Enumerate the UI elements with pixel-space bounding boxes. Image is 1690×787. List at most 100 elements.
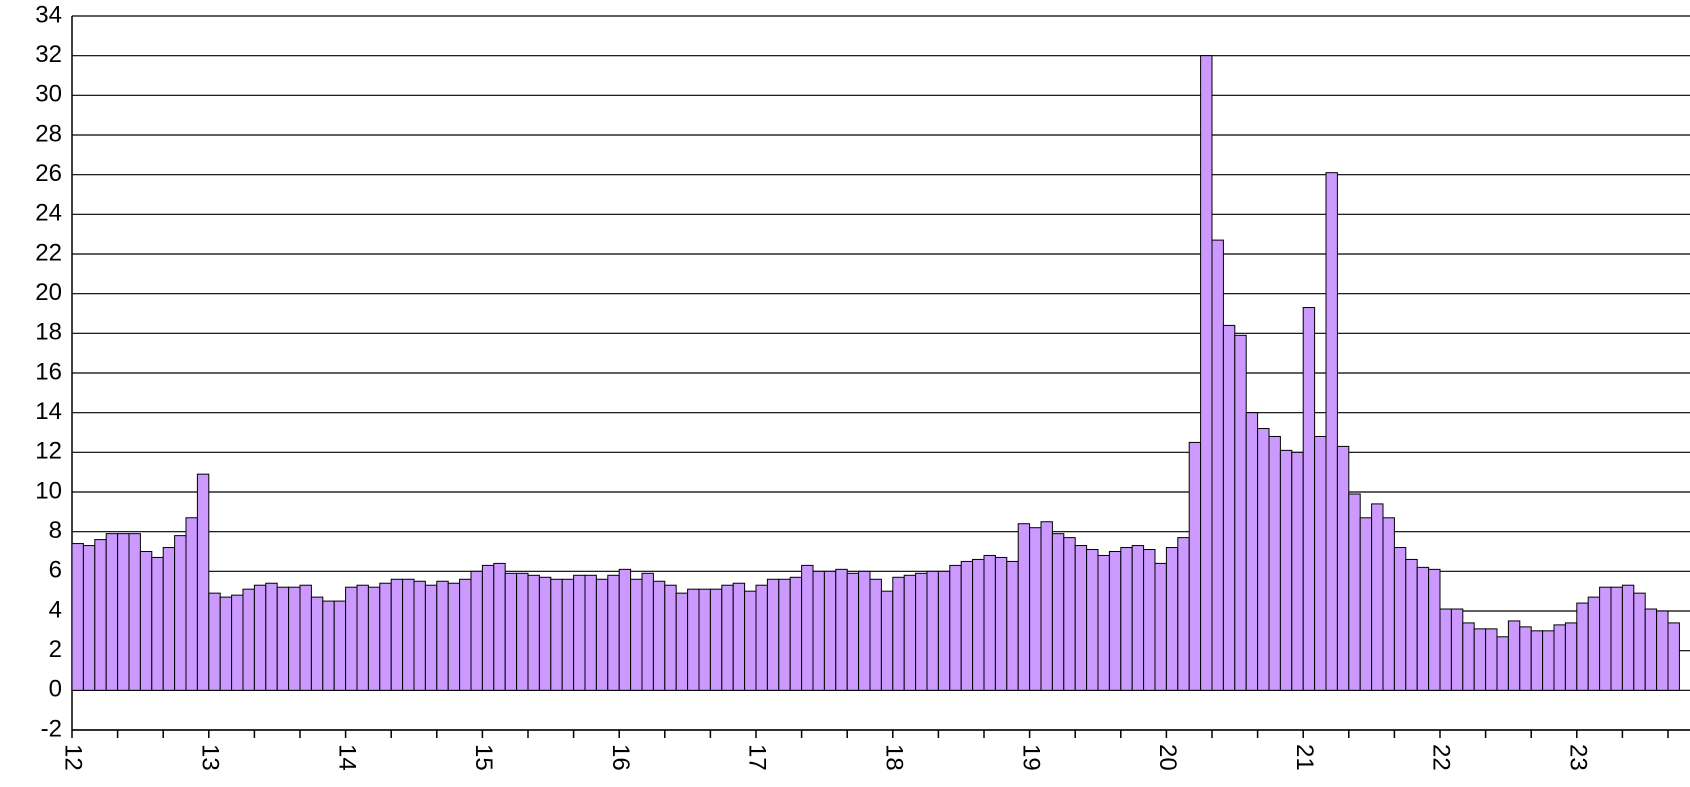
bar bbox=[1108, 551, 1122, 691]
bar bbox=[71, 543, 84, 691]
x-tick-label: 12 bbox=[60, 744, 87, 771]
y-tick-label: 6 bbox=[49, 557, 62, 584]
bar bbox=[915, 572, 928, 691]
bar bbox=[1257, 428, 1270, 691]
bar bbox=[1188, 441, 1202, 691]
bar bbox=[1200, 55, 1213, 691]
bar bbox=[561, 578, 575, 691]
bar bbox=[424, 584, 438, 691]
bar bbox=[573, 574, 586, 691]
bar bbox=[1473, 628, 1487, 691]
bar bbox=[1564, 622, 1578, 691]
bar bbox=[618, 568, 632, 691]
bar bbox=[1530, 630, 1544, 691]
bar bbox=[402, 578, 415, 691]
bar bbox=[1074, 545, 1088, 691]
bar bbox=[356, 584, 369, 691]
bar bbox=[1086, 549, 1099, 691]
bar bbox=[1462, 622, 1475, 691]
bar bbox=[1656, 610, 1669, 691]
bar bbox=[595, 578, 609, 691]
bar bbox=[858, 570, 871, 691]
bar bbox=[926, 570, 939, 691]
bar bbox=[174, 535, 187, 691]
bar bbox=[1633, 592, 1646, 691]
bar bbox=[1382, 517, 1395, 691]
y-tick-label: 16 bbox=[35, 358, 62, 385]
bar bbox=[379, 582, 392, 691]
bar bbox=[801, 564, 814, 691]
bar bbox=[390, 578, 404, 691]
y-tick-label: 24 bbox=[35, 200, 62, 227]
bar bbox=[732, 582, 746, 691]
bar bbox=[949, 564, 962, 691]
bar bbox=[322, 600, 335, 691]
bar bbox=[846, 572, 860, 691]
bar bbox=[333, 600, 347, 691]
bar bbox=[1450, 608, 1464, 691]
bar bbox=[1439, 608, 1452, 691]
bar bbox=[299, 584, 312, 691]
x-tick-label: 21 bbox=[1291, 744, 1318, 771]
bar bbox=[1621, 584, 1635, 691]
bar bbox=[493, 562, 506, 691]
bar bbox=[1485, 628, 1498, 691]
x-tick-label: 19 bbox=[1017, 744, 1044, 771]
bar bbox=[1006, 560, 1019, 691]
bar bbox=[219, 596, 233, 691]
x-tick-label: 20 bbox=[1154, 744, 1181, 771]
bar bbox=[459, 578, 472, 691]
bar bbox=[1519, 626, 1532, 691]
bar bbox=[1097, 554, 1110, 691]
y-tick-label: 30 bbox=[35, 81, 62, 108]
bar bbox=[436, 580, 449, 691]
bar bbox=[1393, 547, 1407, 691]
y-tick-label: 2 bbox=[49, 636, 62, 663]
bar bbox=[664, 584, 677, 691]
bar bbox=[1017, 523, 1031, 691]
bar bbox=[1154, 562, 1167, 691]
bar bbox=[196, 473, 210, 691]
bar bbox=[1211, 239, 1224, 691]
x-tick-label: 18 bbox=[880, 744, 907, 771]
y-tick-label: 8 bbox=[49, 517, 62, 544]
bar bbox=[960, 560, 974, 691]
bar bbox=[630, 578, 643, 691]
bar bbox=[789, 576, 803, 691]
bar bbox=[835, 568, 848, 691]
bar bbox=[1222, 324, 1236, 691]
bar bbox=[1120, 547, 1133, 691]
y-tick-label: 20 bbox=[35, 279, 62, 306]
bar bbox=[105, 533, 119, 691]
bar bbox=[607, 574, 620, 691]
bar bbox=[892, 576, 905, 691]
bar bbox=[265, 582, 278, 691]
bar bbox=[983, 554, 996, 691]
bar bbox=[447, 582, 461, 691]
bar bbox=[481, 564, 495, 691]
bar bbox=[1268, 435, 1281, 691]
bar bbox=[1553, 624, 1566, 691]
bar bbox=[1291, 451, 1304, 691]
bar bbox=[1416, 566, 1430, 691]
bar bbox=[367, 586, 381, 691]
bar bbox=[1644, 608, 1658, 691]
y-tick-label: 4 bbox=[49, 596, 62, 623]
bar bbox=[231, 594, 244, 691]
bar bbox=[755, 584, 768, 691]
bar bbox=[903, 574, 917, 691]
bar bbox=[1279, 449, 1293, 691]
bar bbox=[880, 590, 894, 691]
bar bbox=[721, 584, 734, 691]
bar bbox=[744, 590, 757, 691]
bar bbox=[766, 578, 780, 691]
bar bbox=[641, 572, 654, 691]
bar bbox=[584, 574, 597, 691]
y-tick-label: 22 bbox=[35, 239, 62, 266]
bar bbox=[1063, 537, 1076, 691]
bar bbox=[550, 578, 563, 691]
bar bbox=[1371, 503, 1384, 691]
bar bbox=[470, 570, 483, 691]
x-tick-label: 22 bbox=[1428, 744, 1455, 771]
